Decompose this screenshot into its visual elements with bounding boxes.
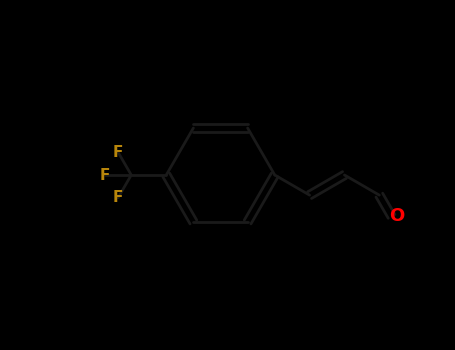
Text: O: O [389, 207, 404, 225]
Text: F: F [100, 168, 110, 182]
Text: F: F [113, 145, 123, 160]
Text: F: F [113, 190, 123, 205]
